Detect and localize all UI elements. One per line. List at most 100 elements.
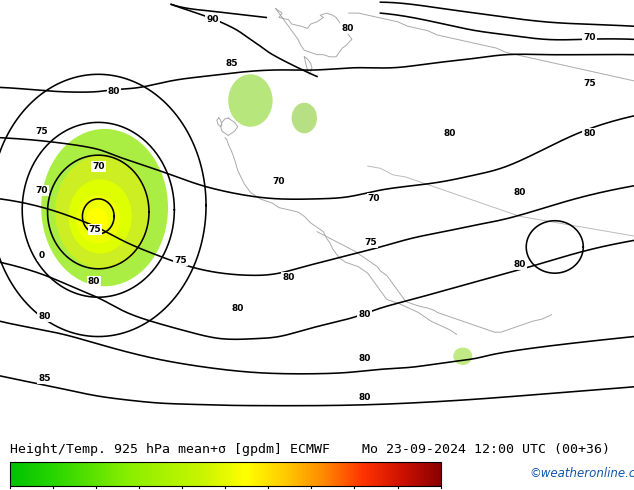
Bar [148,463,149,486]
Bar [98,463,100,486]
Bar [53,463,54,486]
Bar [207,463,208,486]
Text: 70: 70 [273,177,285,186]
Bar [178,463,179,486]
Bar [139,463,140,486]
Bar [266,463,267,486]
Bar [305,463,306,486]
Bar [307,463,309,486]
Bar [354,463,356,486]
Bar [122,463,123,486]
Bar [50,463,51,486]
Text: 90: 90 [206,15,219,24]
Bar [395,463,396,486]
Bar [319,463,320,486]
Bar [184,463,186,486]
Bar [186,463,187,486]
Bar [94,463,96,486]
Bar [65,463,66,486]
Bar [411,463,412,486]
Bar [382,463,383,486]
Bar [120,463,122,486]
Bar [203,463,204,486]
Bar [325,463,326,486]
Bar [424,463,425,486]
Bar [109,463,110,486]
Bar [11,463,12,486]
Bar [145,463,146,486]
Bar [321,463,323,486]
Bar [114,463,115,486]
Bar [41,463,42,486]
Bar [420,463,421,486]
Bar [432,463,433,486]
Bar [126,463,127,486]
Bar [301,463,302,486]
Bar [190,463,191,486]
Text: 75: 75 [583,78,596,88]
Bar [297,463,298,486]
Bar [106,463,108,486]
Bar [404,463,405,486]
Bar [220,463,221,486]
Bar [173,463,174,486]
Bar [231,463,233,486]
Bar [378,463,379,486]
Bar [304,463,305,486]
Text: 80: 80 [514,188,526,197]
Bar [235,463,237,486]
Bar [326,463,327,486]
Bar [68,463,70,486]
Bar [247,463,249,486]
Bar [379,463,380,486]
Bar [129,463,130,486]
Bar [281,463,283,486]
Text: ©weatheronline.co.uk: ©weatheronline.co.uk [529,466,634,480]
Bar [368,463,369,486]
Bar [437,463,438,486]
Bar [330,463,331,486]
Text: 75: 75 [174,256,187,265]
Bar [264,463,266,486]
Bar [37,463,38,486]
Bar [93,463,94,486]
Bar [328,463,330,486]
Bar [108,463,109,486]
Bar [75,463,76,486]
Bar [58,463,59,486]
Bar [240,463,241,486]
Bar [410,463,411,486]
Bar [74,463,75,486]
Bar [119,463,120,486]
Bar [245,463,246,486]
Bar [15,463,16,486]
Text: 70: 70 [583,33,596,42]
Bar [276,463,277,486]
Bar [398,463,399,486]
Bar [298,463,299,486]
Bar [352,463,353,486]
Bar [289,463,290,486]
Bar [383,463,384,486]
Bar [323,463,325,486]
Bar [272,463,273,486]
Bar [418,463,420,486]
Bar [169,463,170,486]
Bar [115,463,117,486]
Bar [363,463,365,486]
Bar [49,463,50,486]
Bar [375,463,377,486]
Bar [199,463,200,486]
Bar [34,463,36,486]
Bar [387,463,389,486]
Bar [42,463,44,486]
Bar [117,463,118,486]
Bar [225,463,226,486]
Bar [100,463,101,486]
Bar [365,463,366,486]
Bar [229,463,230,486]
Bar [241,463,242,486]
Text: 85: 85 [225,59,238,68]
Bar [357,463,358,486]
Ellipse shape [41,129,168,286]
